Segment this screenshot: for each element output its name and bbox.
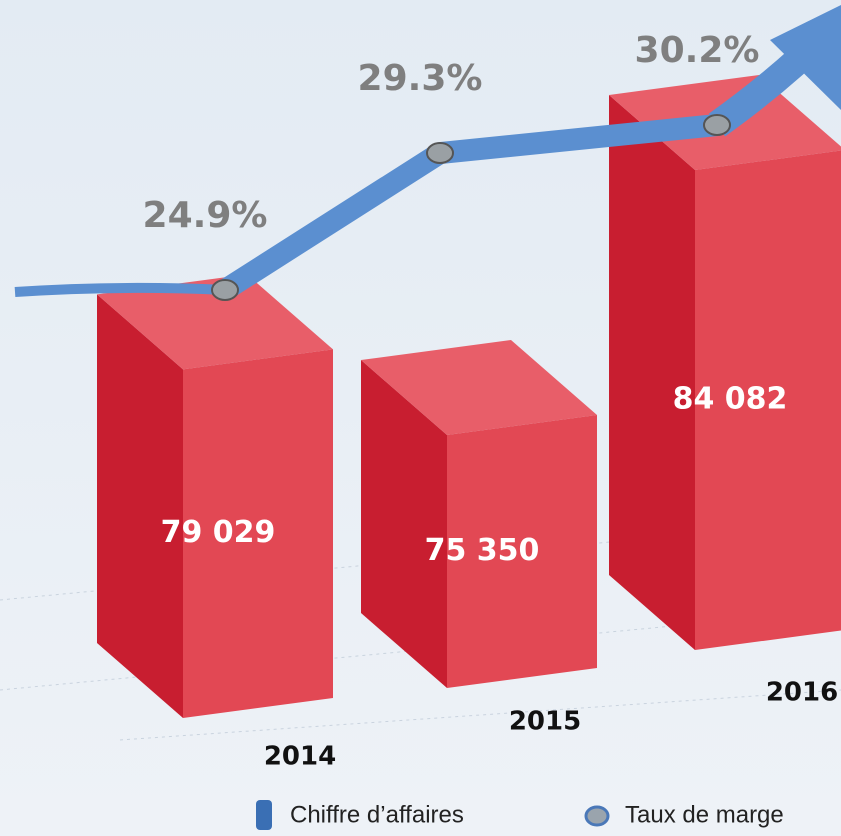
bar-value-label: 75 350: [425, 533, 540, 568]
arrow-tail: [15, 288, 225, 292]
x-tick-label: 2014: [264, 742, 336, 772]
line-marker: [212, 280, 238, 300]
bar-value-label: 84 082: [673, 382, 788, 417]
legend-label: Taux de marge: [625, 801, 784, 828]
line-value-label: 29.3%: [358, 58, 483, 99]
legend-icon-bar: [256, 800, 272, 830]
line-value-label: 24.9%: [143, 195, 268, 236]
page: 79 029 2014 75 350 2015 84 082 2016 24.9% 29.3%…: [0, 0, 841, 836]
legend-icon-marker: [586, 807, 608, 825]
chart: 79 029 2014 75 350 2015 84 082 2016 24.9% 29.3%…: [0, 0, 841, 836]
x-tick-label: 2015: [509, 707, 581, 737]
bar-value-label: 79 029: [161, 515, 276, 550]
line-marker: [427, 143, 453, 163]
line-marker: [704, 115, 730, 135]
legend-label: Chiffre d’affaires: [290, 801, 464, 828]
bar-side: [609, 95, 695, 650]
x-tick-label: 2016: [766, 678, 838, 708]
line-value-label: 30.2%: [635, 30, 760, 71]
